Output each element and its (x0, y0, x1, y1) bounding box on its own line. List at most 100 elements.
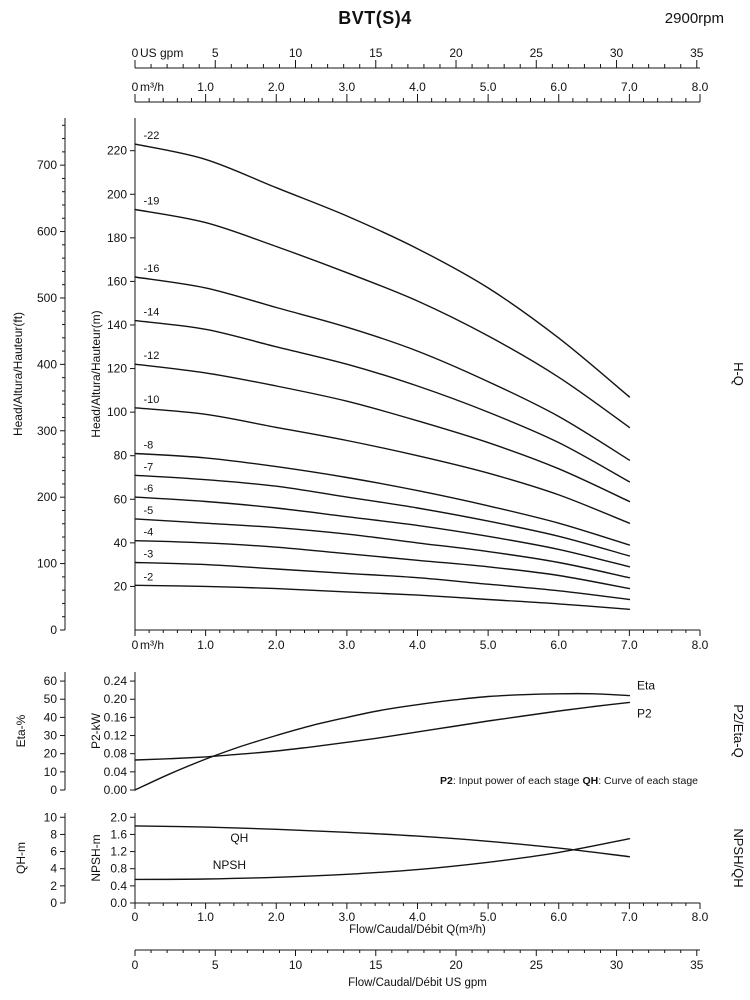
tick-label: 6.0 (550, 910, 567, 924)
tick-label: 600 (37, 225, 57, 239)
tick-label: 0.20 (104, 692, 128, 706)
tick-label: 3.0 (339, 910, 356, 924)
tick-label: 4.0 (409, 910, 426, 924)
curve-stage-8 (134, 452, 631, 546)
tick-label: 5 (212, 958, 219, 972)
tick-label: 0 (50, 896, 57, 910)
tick-label: 100 (107, 405, 127, 419)
tick-label: 40 (44, 710, 58, 724)
curve-label-npsh: NPSH (213, 858, 246, 872)
curve-label: -10 (143, 394, 159, 406)
page-title: BVT(S)4 (338, 8, 412, 28)
curve-label: -7 (143, 461, 153, 473)
curve-label-eta: Eta (637, 679, 655, 693)
tick-label: 5 (212, 46, 219, 60)
tick-label: 15 (369, 46, 383, 60)
tick-label: 3.0 (339, 638, 356, 652)
tick-label: 35 (690, 958, 704, 972)
axis-title-npsh: NPSH-m (89, 834, 103, 881)
curve-label: -4 (143, 527, 153, 539)
axis-title-qh: QH-m (14, 842, 28, 874)
curve-label: -19 (143, 196, 159, 208)
curve-npsh (134, 838, 631, 881)
tick-label: 5.0 (480, 80, 497, 94)
panel-title-eta-p2: P2/Eta-Q (731, 704, 746, 757)
tick-label: 2.0 (268, 638, 285, 652)
axis-title-head-m: Head/Altura/Hauteur(m) (89, 310, 103, 437)
curve-eta (134, 692, 631, 791)
tick-label: 0.24 (104, 674, 128, 688)
gpm-unit-label: US gpm (140, 46, 183, 60)
tick-label: 6.0 (550, 638, 567, 652)
tick-label: 6 (50, 845, 57, 859)
tick-label: 0.16 (104, 710, 128, 724)
tick-label: 2.0 (110, 810, 127, 824)
tick-label: 30 (610, 958, 624, 972)
tick-label: 0 (132, 910, 139, 924)
tick-label: 0.00 (104, 783, 128, 797)
curve-stage-7 (134, 474, 631, 557)
curve-label-qh: QH (230, 831, 248, 845)
tick-label: 700 (37, 158, 57, 172)
tick-label: 15 (369, 958, 383, 972)
curve-qh (134, 825, 631, 858)
tick-label: 1.6 (110, 827, 127, 841)
rpm-label: 2900rpm (664, 10, 724, 27)
curve-stage-5 (134, 518, 631, 579)
tick-label: 5.0 (480, 638, 497, 652)
curve-stage-12 (134, 363, 631, 503)
curve-stage-10 (134, 407, 631, 524)
tick-label: 1.0 (197, 80, 214, 94)
tick-label: 160 (107, 274, 127, 288)
tick-label: 120 (107, 362, 127, 376)
tick-label: 7.0 (621, 638, 638, 652)
tick-label: 180 (107, 231, 127, 245)
curve-label-p2: P2 (637, 706, 652, 720)
tick-label: 10 (44, 810, 58, 824)
tick-label: 300 (37, 424, 57, 438)
tick-label: 0 (132, 80, 139, 94)
tick-label: 4 (50, 862, 57, 876)
axis-title-p2: P2-kW (89, 712, 103, 749)
tick-label: 2 (50, 879, 57, 893)
curve-label: -3 (143, 548, 153, 560)
curve-label: -12 (143, 350, 159, 362)
tick-label: 0.08 (104, 747, 128, 761)
tick-label: 4.0 (409, 638, 426, 652)
tick-label: 1.0 (197, 910, 214, 924)
tick-label: 5.0 (480, 910, 497, 924)
tick-label: 100 (37, 557, 57, 571)
note-text: P2: Input power of each stage QH: Curve … (440, 775, 698, 787)
x-axis-title-m3h: Flow/Caudal/Débit Q(m³/h) (349, 924, 486, 936)
tick-label: 25 (530, 46, 544, 60)
curve-stage-14 (134, 319, 631, 483)
tick-label: 25 (530, 958, 544, 972)
curve-label: -8 (143, 440, 153, 452)
tick-label: 0 (50, 783, 57, 797)
curve-label: -5 (143, 505, 153, 517)
tick-label: 10 (44, 765, 58, 779)
tick-label: 8.0 (692, 80, 709, 94)
tick-label: 1.2 (110, 845, 127, 859)
m3h-unit-label: m³/h (140, 80, 164, 94)
tick-label: 3.0 (339, 80, 356, 94)
curve-p2 (134, 701, 631, 761)
tick-label: 20 (114, 579, 128, 593)
tick-label: 0.0 (110, 896, 127, 910)
tick-label: 2.0 (268, 80, 285, 94)
tick-label: 8.0 (692, 638, 709, 652)
tick-label: 4.0 (409, 80, 426, 94)
tick-label: 0.12 (104, 729, 128, 743)
tick-label: 0.8 (110, 862, 127, 876)
curve-stage-3 (134, 561, 631, 601)
tick-label: 0 (50, 623, 57, 637)
axis-title-head-ft: Head/Altura/Hauteur(ft) (11, 312, 25, 436)
curve-stage-19 (134, 208, 631, 429)
tick-label: 20 (449, 46, 463, 60)
tick-label: 50 (44, 692, 58, 706)
tick-label: 6.0 (550, 80, 567, 94)
tick-label: 60 (114, 492, 128, 506)
tick-label: 500 (37, 291, 57, 305)
